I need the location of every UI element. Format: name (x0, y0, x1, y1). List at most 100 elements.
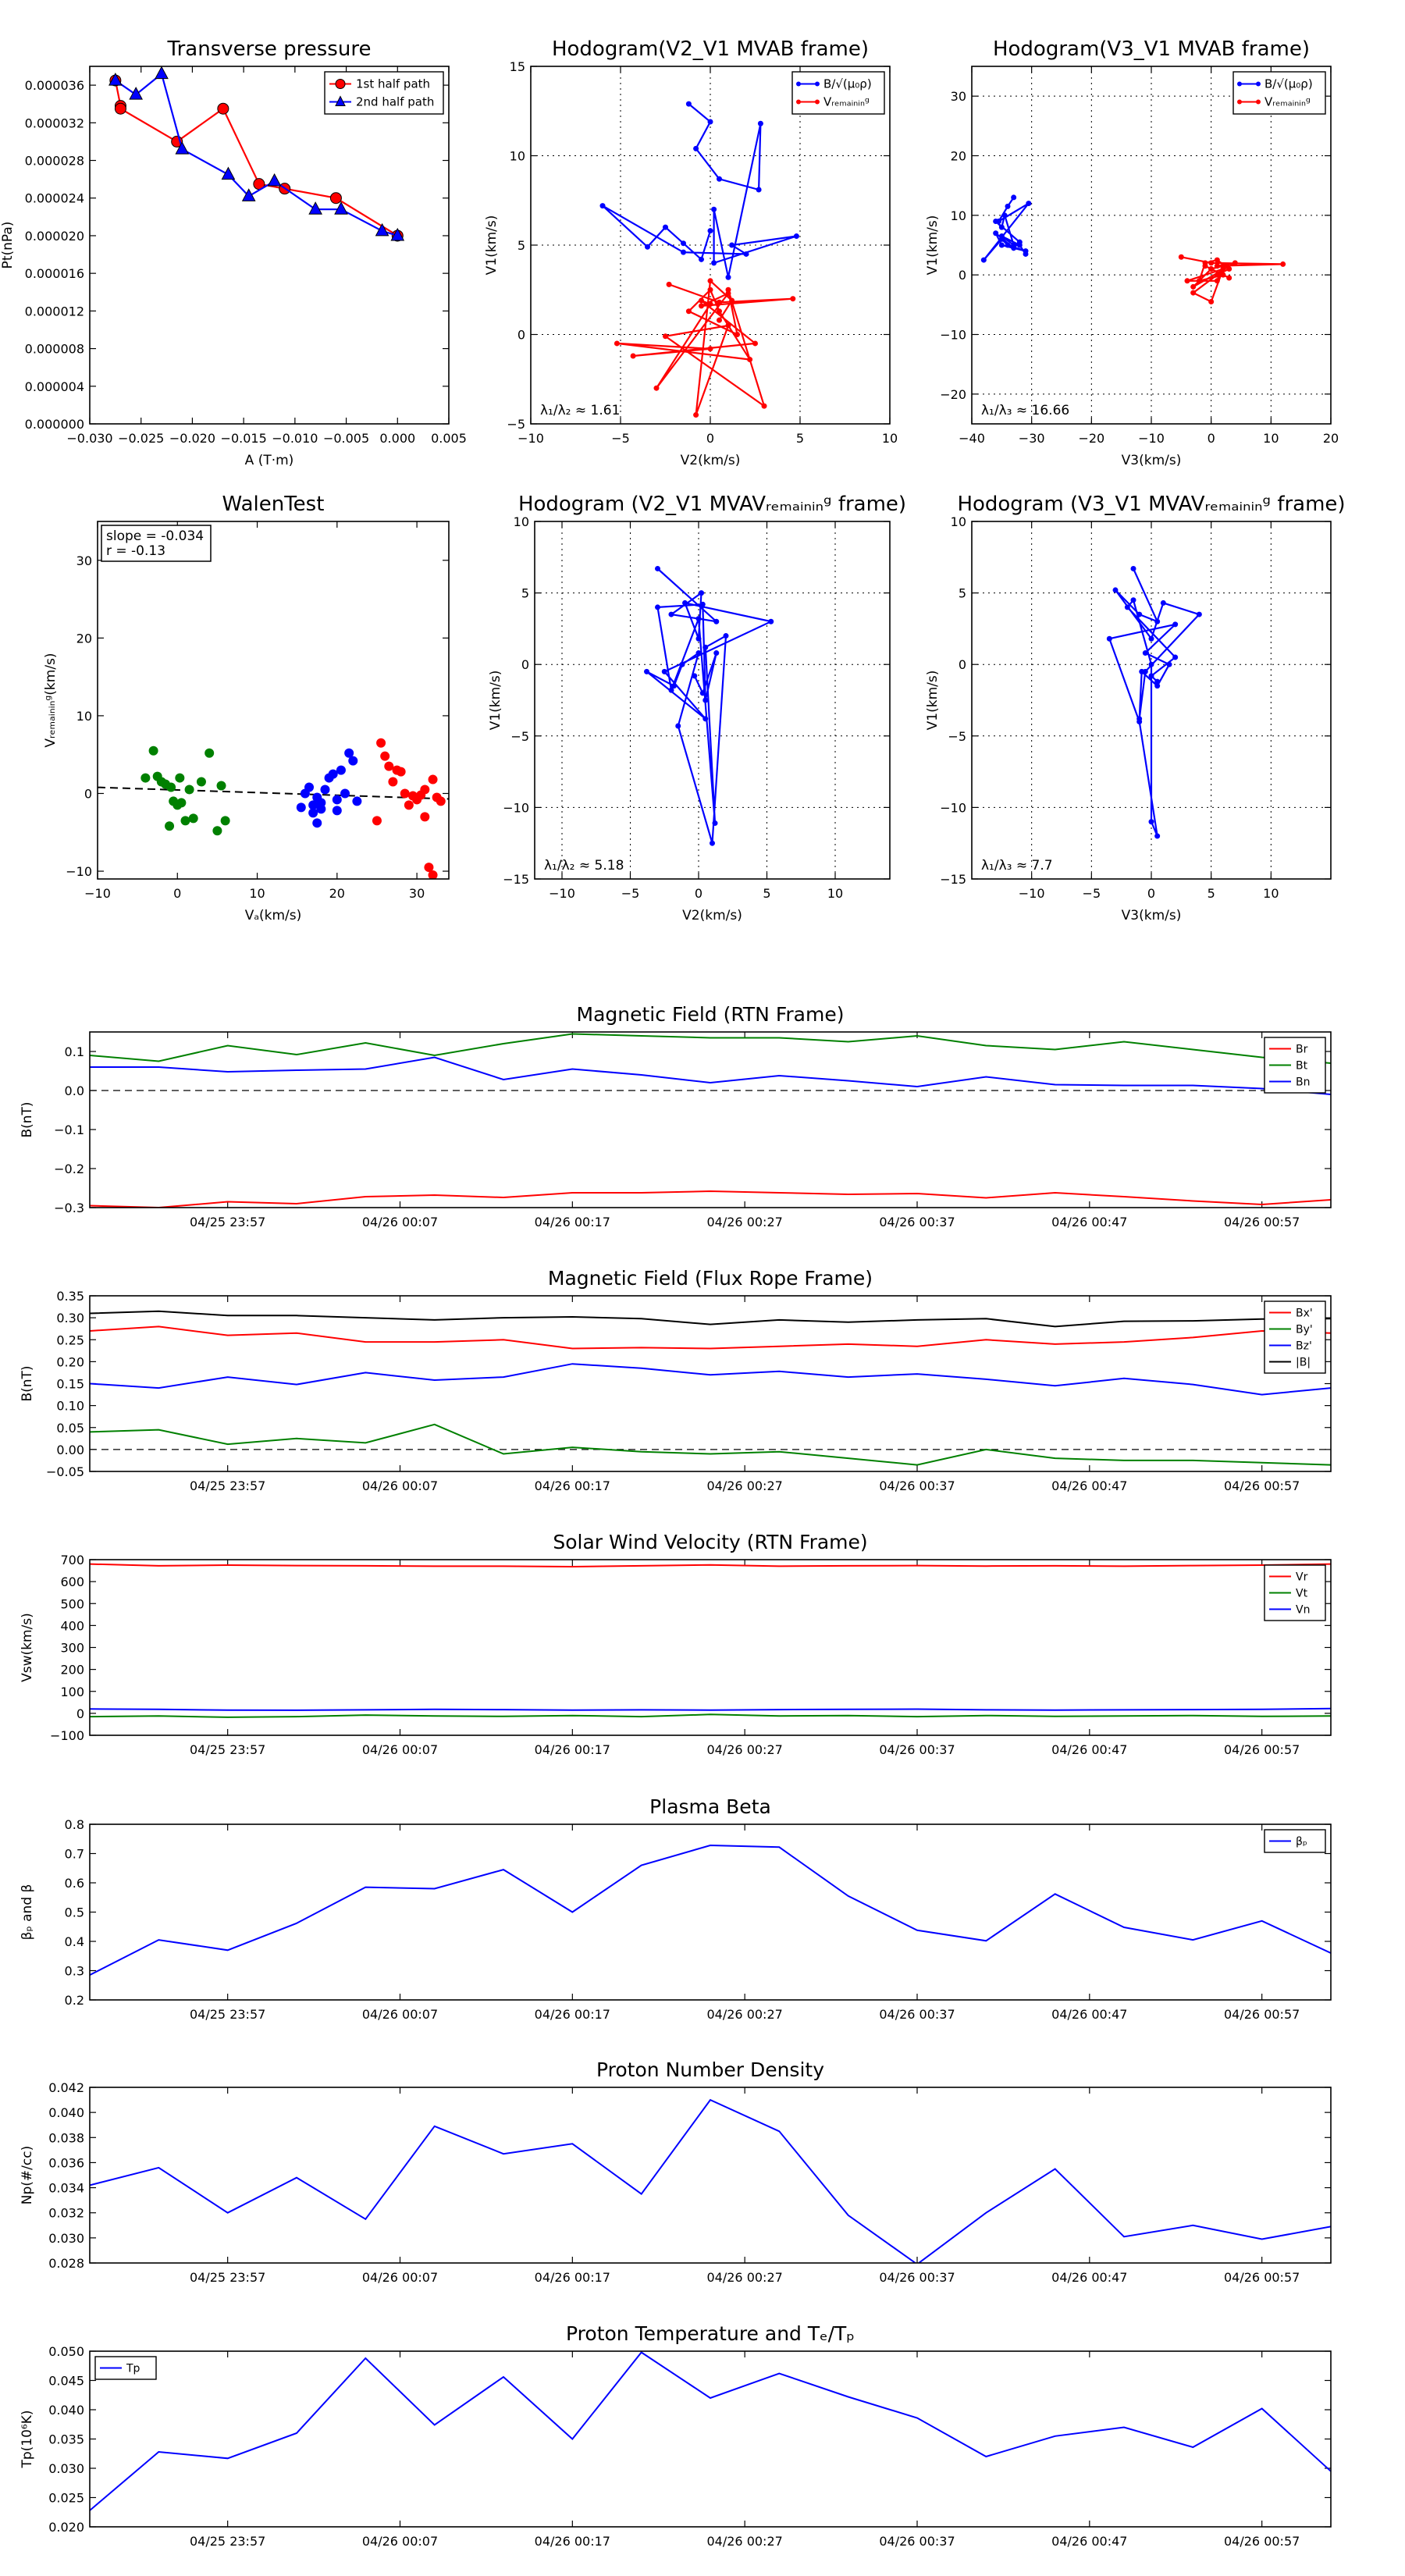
annotation-text: λ₁/λ₂ ≈ 1.61 (540, 403, 620, 418)
y-tick-label: 0.000032 (25, 116, 84, 130)
y-tick-label: −0.2 (54, 1162, 84, 1176)
data-point (1190, 283, 1197, 290)
data-point (663, 333, 668, 340)
y-tick-label: 0.35 (56, 1289, 84, 1304)
legend-label: |B| (1296, 1357, 1311, 1369)
data-point (344, 748, 354, 758)
data-point (723, 633, 729, 639)
x-tick-label: 04/25 23:57 (190, 1478, 265, 1493)
x-tick-label: 10 (827, 886, 843, 901)
y-tick-label: −10 (940, 328, 966, 343)
series-line (90, 1844, 1331, 1976)
y-tick-label: 0.000016 (25, 266, 84, 281)
y-axis-label: Vᵣₑₘₐᵢₙᵢₙᵍ(km/s) (43, 653, 59, 747)
data-point (702, 716, 709, 722)
chart-title: Solar Wind Velocity (RTN Frame) (553, 1531, 867, 1553)
chart-np: Proton Number Density 04/25 23:57 04/26 00… (20, 2058, 1332, 2285)
data-point (316, 798, 326, 808)
x-tick-label: 04/26 00:37 (879, 1478, 955, 1493)
data-point (1148, 661, 1154, 667)
x-tick-label: 0 (173, 886, 181, 901)
y-tick-label: 0.0 (65, 1083, 84, 1098)
data-point (336, 765, 346, 775)
x-tick-label: 04/26 00:57 (1224, 1478, 1300, 1493)
y-tick-label: 0.2 (65, 1993, 84, 2008)
legend-marker (1237, 81, 1242, 87)
series-line (90, 1707, 1331, 1711)
y-tick-label: 0 (84, 786, 92, 801)
series-line (90, 1033, 1331, 1064)
y-tick-label: 0.000036 (25, 78, 84, 93)
series-line (90, 1423, 1331, 1466)
data-point (1148, 635, 1154, 642)
data-point (693, 145, 699, 151)
x-tick-label: 04/26 00:27 (707, 1742, 783, 1757)
x-tick-label: 04/26 00:57 (1224, 1742, 1300, 1757)
annotation-text: λ₁/λ₂ ≈ 5.18 (544, 858, 624, 873)
data-point (702, 697, 709, 703)
legend-marker (796, 99, 801, 105)
data-point (1148, 819, 1154, 825)
data-point (221, 166, 236, 180)
x-tick-label: 0 (706, 431, 714, 446)
chart-title: Plasma Beta (649, 1795, 771, 1818)
y-axis-label: Tp(10⁶K) (20, 2410, 35, 2468)
y-tick-label: −100 (50, 1728, 84, 1743)
axes-frame (89, 1295, 1332, 1472)
series-line (90, 1190, 1331, 1208)
x-tick-label: 04/25 23:57 (190, 2534, 265, 2549)
x-tick-label: 04/26 00:17 (535, 1215, 610, 1229)
data-point (188, 813, 198, 824)
data-point (699, 590, 704, 596)
x-axis-label: V2(km/s) (682, 908, 742, 923)
x-tick-label: −0.025 (118, 431, 164, 446)
axes-frame (89, 2350, 1332, 2528)
y-axis-label: βₚ and β (20, 1884, 35, 1941)
data-point (729, 297, 735, 304)
legend: B/√(μ₀ρ) Vᵣₑₘₐᵢₙᵢₙᵍ (1232, 71, 1326, 115)
data-point (653, 385, 660, 391)
x-tick-label: 04/26 00:07 (362, 2007, 438, 2022)
x-tick-label: 04/26 00:17 (535, 2534, 610, 2549)
data-point (707, 301, 713, 308)
y-tick-label: −0.3 (54, 1201, 84, 1215)
data-point (129, 87, 143, 100)
data-point (375, 222, 389, 237)
data-point (1214, 278, 1220, 284)
chart-title: Hodogram(V2_V1 MVAB frame) (552, 37, 869, 61)
x-tick-label: 04/26 00:07 (362, 2270, 438, 2285)
data-point (666, 281, 672, 287)
x-tick-label: 04/26 00:57 (1224, 2007, 1300, 2022)
x-tick-label: 04/26 00:17 (535, 1742, 610, 1757)
series-bn (90, 1056, 1331, 1095)
y-tick-label: −10 (940, 800, 966, 815)
plot-area (1106, 565, 1202, 839)
data-point (420, 812, 430, 822)
data-point (388, 777, 398, 787)
y-tick-label: 0.000000 (25, 417, 84, 432)
series-line (90, 2351, 1331, 2511)
x-tick-label: 04/26 00:27 (707, 2270, 783, 2285)
legend-label: Vᵣₑₘₐᵢₙᵢₙᵍ (823, 95, 870, 109)
data-point (661, 668, 667, 674)
axes-frame (89, 66, 450, 425)
chart-vsw: Solar Wind Velocity (RTN Frame) 04/25 23:… (20, 1531, 1332, 1757)
x-tick-label: −0.015 (221, 431, 267, 446)
series-line (1108, 568, 1201, 837)
data-point (334, 201, 348, 215)
y-tick-label: 15 (510, 59, 525, 74)
data-point (717, 176, 722, 182)
data-point (424, 863, 434, 873)
data-point (312, 818, 322, 828)
axes-frame (530, 66, 891, 425)
series-vn (90, 1707, 1331, 1711)
data-point (1160, 600, 1166, 606)
y-tick-label: 0 (518, 328, 525, 343)
series-line (90, 1363, 1331, 1396)
data-point (663, 224, 668, 230)
data-point (756, 187, 762, 193)
plot-area (108, 66, 405, 242)
x-tick-label: 04/26 00:37 (879, 1742, 955, 1757)
y-tick-label: −5 (507, 417, 525, 432)
x-tick-label: 20 (329, 886, 345, 901)
